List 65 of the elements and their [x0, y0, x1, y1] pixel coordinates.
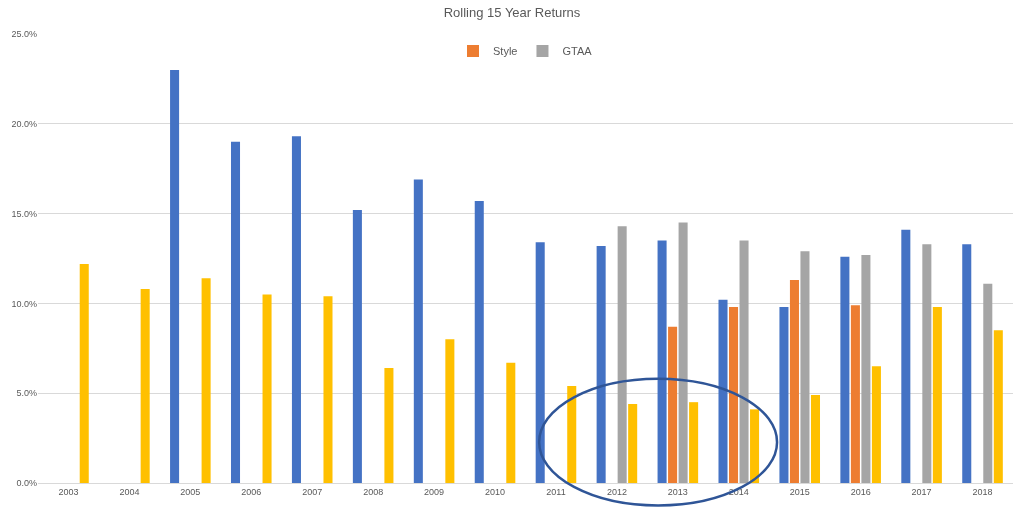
- y-tick-label: 25.0%: [11, 29, 37, 40]
- x-tick-label: 2017: [911, 486, 932, 497]
- x-tick-label: 2009: [424, 486, 445, 497]
- bar: [474, 201, 484, 483]
- bar: [262, 294, 272, 483]
- bar: [291, 136, 301, 483]
- bar: [993, 330, 1003, 483]
- bar: [506, 362, 516, 483]
- legend-label: GTAA: [562, 45, 593, 58]
- bar: [230, 141, 241, 483]
- bar: [617, 226, 627, 483]
- x-tick-label: 2010: [485, 486, 506, 497]
- x-tick-label: 2013: [667, 486, 688, 497]
- bar: [79, 263, 89, 483]
- bar: [850, 305, 860, 483]
- y-tick-label: 10.0%: [11, 298, 37, 309]
- bar: [596, 245, 606, 483]
- bar: [922, 244, 932, 483]
- bar: [445, 339, 455, 483]
- bar: [932, 306, 942, 483]
- x-tick-label: 2004: [119, 486, 140, 497]
- x-tick-label: 2011: [546, 486, 566, 497]
- bar: [323, 296, 333, 483]
- x-tick-label: 2007: [302, 486, 323, 497]
- x-tick-label: 2012: [606, 486, 627, 497]
- chart-title: Rolling 15 Year Returns: [443, 4, 581, 20]
- legend-label: Style: [493, 45, 518, 58]
- x-tick-label: 2008: [363, 486, 384, 497]
- bar: [352, 210, 362, 483]
- bar: [779, 306, 789, 483]
- y-tick-label: 0.0%: [16, 478, 37, 489]
- bar: [983, 283, 993, 483]
- bar: [729, 306, 739, 483]
- bar: [668, 326, 678, 483]
- bar: [657, 240, 667, 483]
- bar: [901, 229, 911, 483]
- y-tick-label: 5.0%: [16, 388, 37, 399]
- bar: [800, 251, 810, 483]
- bar: [739, 240, 749, 483]
- bar: [789, 280, 799, 483]
- x-tick-label: 2006: [241, 486, 262, 497]
- bar: [810, 395, 821, 483]
- bar: [678, 222, 688, 483]
- x-tick-label: 2018: [972, 486, 993, 497]
- bar: [750, 409, 760, 483]
- bar: [840, 256, 850, 483]
- bar: [201, 278, 211, 483]
- x-tick-label: 2015: [789, 486, 810, 497]
- y-tick-label: 20.0%: [11, 118, 37, 129]
- bar: [689, 402, 699, 483]
- bar: [384, 368, 394, 483]
- bar: [170, 69, 180, 483]
- x-tick-label: 2016: [850, 486, 871, 497]
- bar: [535, 242, 545, 483]
- bar: [413, 179, 423, 483]
- bar: [718, 299, 728, 483]
- bar: [861, 254, 871, 483]
- bar: [140, 289, 150, 483]
- bar: [962, 244, 972, 483]
- x-tick-label: 2003: [58, 486, 79, 497]
- bar: [871, 366, 881, 483]
- bar: [567, 386, 577, 483]
- x-tick-label: 2005: [180, 486, 201, 497]
- bar: [628, 403, 638, 483]
- y-tick-label: 15.0%: [11, 208, 37, 219]
